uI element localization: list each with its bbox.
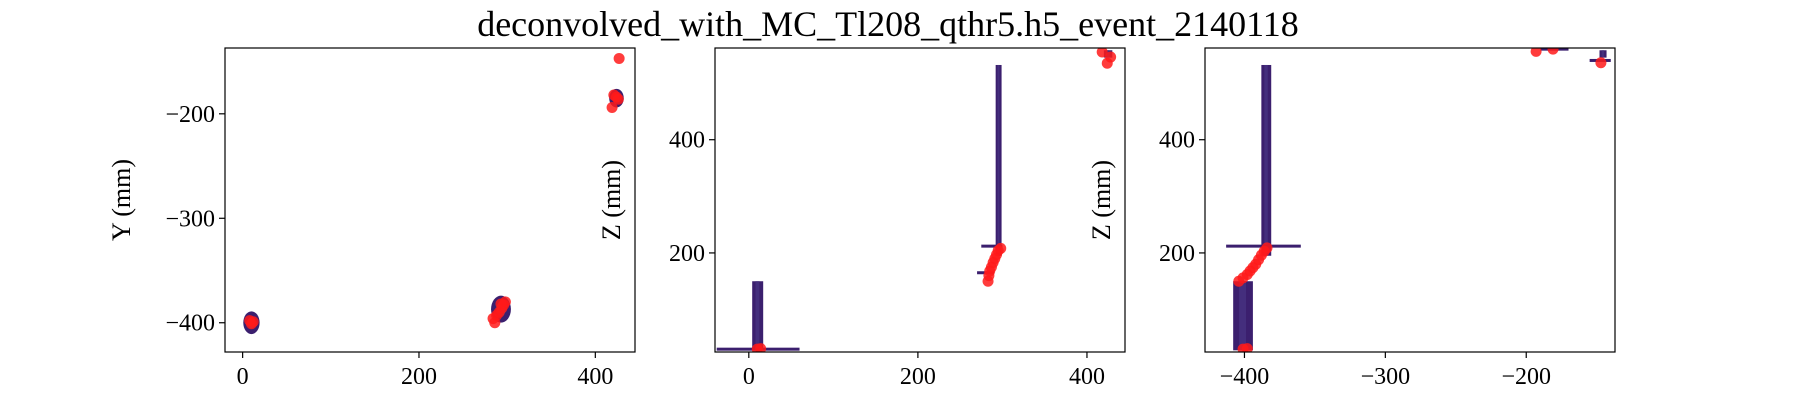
xtick-label-2: 400: [577, 364, 613, 390]
ylabel-xy: Y (mm): [107, 159, 136, 241]
xtick-label-1: 200: [900, 364, 936, 390]
hit-point-8: [995, 242, 1007, 254]
xtick-label-0: 0: [237, 364, 249, 390]
ytick-label-1: 400: [1159, 128, 1195, 154]
hit-point-13: [612, 93, 624, 105]
axes-frame-yz: [1204, 47, 1616, 353]
hit-point-15: [613, 52, 625, 64]
density-column-shade-0: [755, 281, 760, 351]
panel-yz: −400 −300 −200 200 400 Z (mm): [1087, 47, 1616, 390]
ytick-label-1: −300: [165, 206, 215, 232]
figure-title: deconvolved_with_MC_Tl208_qthr5.h5_event…: [477, 4, 1299, 44]
hit-point-9: [495, 298, 507, 310]
hit-point-2: [247, 316, 259, 328]
xtick-label-0: −400: [1220, 364, 1270, 390]
hit-point-13: [1105, 51, 1117, 63]
xtick-label-2: 400: [1069, 364, 1105, 390]
hit-point-12: [1530, 48, 1542, 57]
xtick-label-0: 0: [743, 364, 755, 390]
hit-point-13: [1547, 48, 1559, 55]
hit-point-14: [606, 102, 618, 114]
plot-area-yz: [1226, 48, 1611, 352]
xtick-label-1: 200: [401, 364, 437, 390]
xtick-label-1: −300: [1361, 364, 1411, 390]
plot-area-xy: [243, 52, 625, 335]
ytick-label-0: 200: [1159, 241, 1195, 267]
axes-frame-xy: [224, 47, 636, 353]
xtick-label-2: −200: [1501, 364, 1551, 390]
density-strip-1: [981, 244, 1003, 248]
hit-point-10: [755, 343, 767, 352]
ytick-label-0: −400: [165, 311, 215, 337]
hit-point-9: [1261, 242, 1273, 254]
hit-point-11: [1096, 48, 1108, 58]
ytick-label-1: 400: [669, 128, 705, 154]
plot-area-xz: [716, 48, 1117, 352]
panel-xz: 0 200 400 200 400 Z (mm): [597, 47, 1126, 390]
hit-point-11: [1241, 343, 1253, 352]
density-column-shade-2: [1601, 50, 1605, 58]
ytick-label-0: 200: [669, 241, 705, 267]
hit-point-10: [489, 317, 501, 329]
ytick-label-2: −200: [165, 102, 215, 128]
panel-xy: 0 200 400 −400 −300 −200 Y (mm): [107, 47, 636, 390]
ylabel-yz: Z (mm): [1087, 160, 1116, 240]
density-column-shade-0: [1239, 281, 1246, 351]
density-column-shade-1: [997, 64, 1000, 256]
density-column-shade-1: [1264, 64, 1268, 256]
ylabel-xz: Z (mm): [597, 160, 626, 240]
panels: 0 200 400 −400 −300 −200 Y (mm) 0 200 400 200 400 Z …: [107, 47, 1616, 390]
hit-point-14: [1595, 57, 1607, 69]
axes-frame-xz: [714, 47, 1126, 353]
